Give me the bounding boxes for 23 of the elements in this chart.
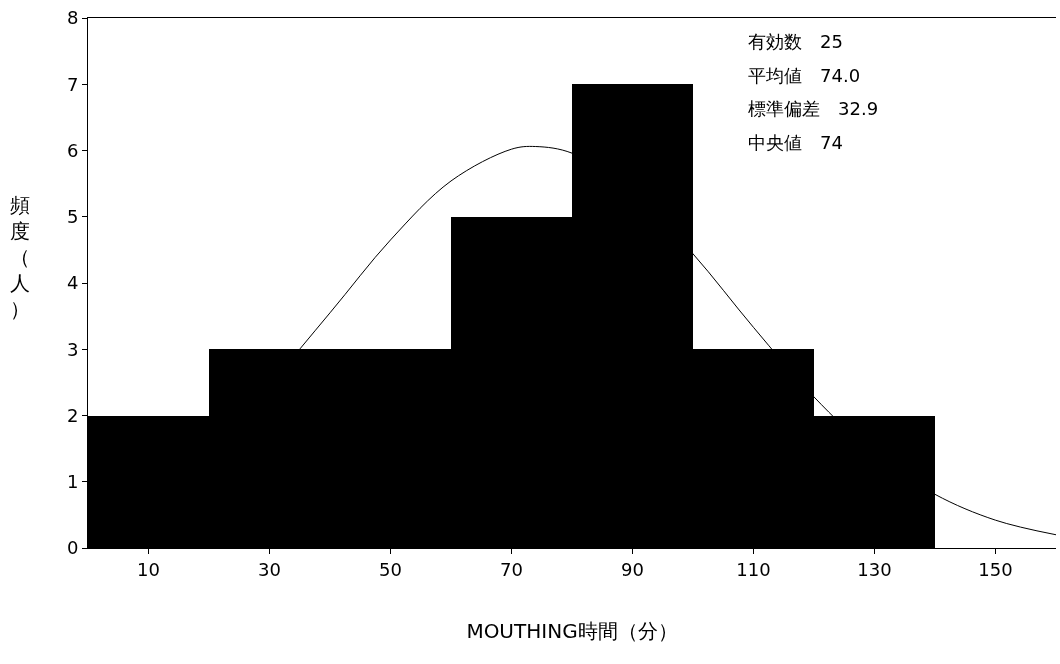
x-tick-label: 30	[258, 558, 281, 580]
y-tick-label: 1	[66, 471, 79, 493]
annotation: 有効数 25	[748, 31, 843, 52]
annotation: 標準偏差 32.9	[748, 98, 879, 119]
y-tick-label: 4	[66, 272, 79, 294]
x-axis-title: MOUTHING時間（分）	[466, 619, 678, 644]
annotation: 中央値 74	[748, 132, 843, 153]
x-tick-label: 10	[137, 558, 160, 580]
x-tick-label: 70	[500, 558, 523, 580]
y-tick-label: 2	[66, 404, 79, 426]
annotation: 平均値 74.0	[748, 65, 861, 86]
y-tick-label: 6	[66, 139, 79, 161]
x-tick-label: 110	[736, 558, 771, 580]
y-tick-label: 3	[66, 338, 79, 360]
y-tick-label: 7	[66, 73, 79, 95]
x-tick-label: 150	[978, 558, 1013, 580]
y-axis-title: 頻度（人）	[10, 193, 30, 321]
x-tick-label: 130	[857, 558, 892, 580]
x-tick-label: 90	[621, 558, 644, 580]
y-tick-label: 8	[66, 7, 79, 29]
y-tick-label: 0	[66, 537, 79, 559]
x-tick-label: 50	[379, 558, 402, 580]
y-tick-label: 5	[66, 206, 79, 228]
